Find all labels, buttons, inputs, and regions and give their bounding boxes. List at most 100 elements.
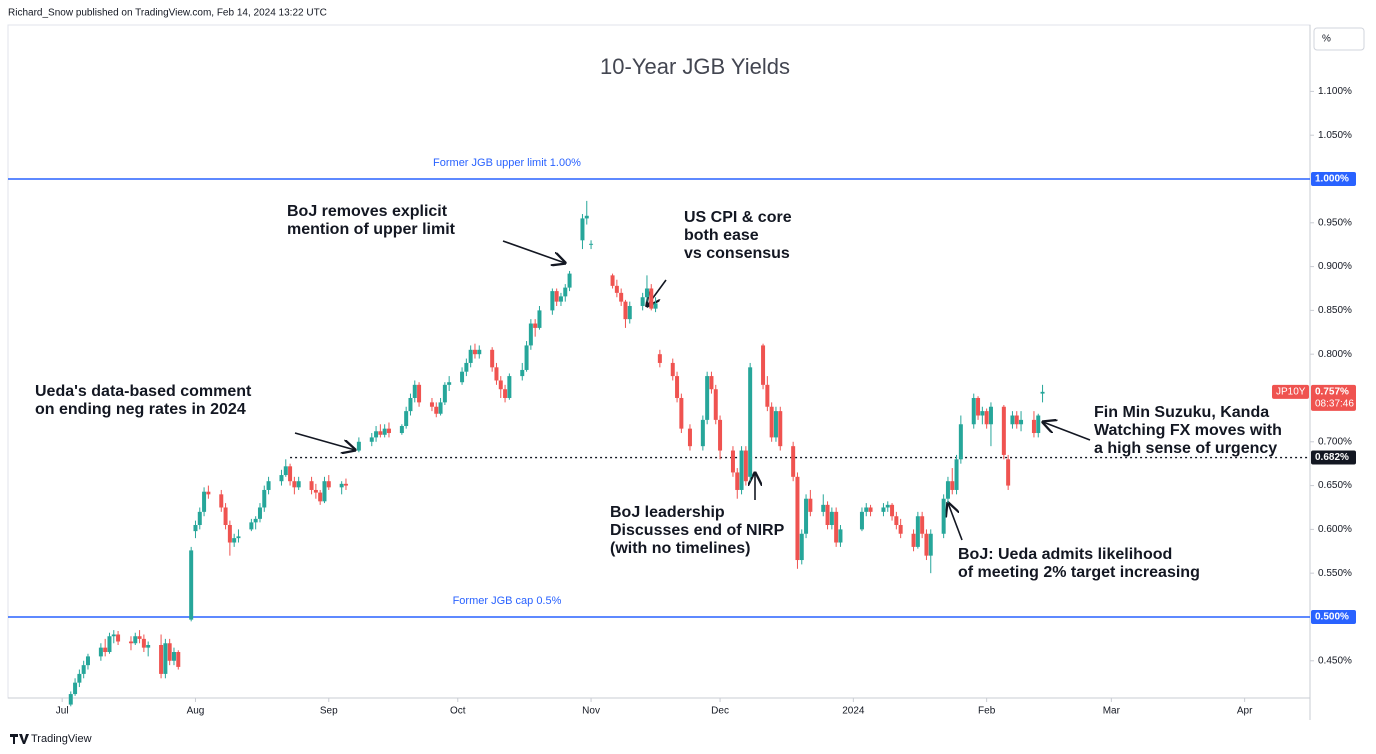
annotation: Discusses end of NIRP: [610, 522, 785, 539]
ref-price-label: 1.000%: [1315, 174, 1349, 185]
arrow: [948, 503, 963, 541]
candle-body: [412, 384, 417, 398]
candle-body: [928, 533, 933, 556]
candle-body: [808, 498, 813, 512]
candle-body: [911, 533, 916, 547]
annotation: mention of upper limit: [287, 221, 456, 238]
candle-body: [116, 634, 121, 642]
candle-body: [614, 285, 619, 293]
candle-body: [128, 641, 133, 644]
candle-body: [644, 288, 649, 298]
candle-body: [309, 481, 314, 490]
annotation: BoJ: Ueda admits likelihood: [958, 546, 1172, 563]
x-tick-label: Apr: [1237, 706, 1253, 717]
candle-body: [322, 481, 327, 502]
candle-body: [550, 291, 555, 311]
candle-body: [988, 406, 993, 425]
candle-body: [761, 345, 766, 385]
candle-body: [1006, 459, 1011, 486]
candle-body: [442, 384, 447, 403]
candle-body: [945, 481, 950, 499]
candle-body: [533, 323, 538, 328]
unit-box[interactable]: [1313, 27, 1365, 51]
candle-body: [232, 538, 237, 543]
annotation-arrows: [294, 240, 1091, 541]
x-tick-label: Aug: [187, 706, 205, 717]
candle-body: [399, 426, 404, 434]
candle-body: [507, 376, 512, 398]
candle-body: [438, 402, 443, 414]
candle-body: [236, 536, 241, 539]
candle-body: [477, 349, 482, 355]
candle-body: [980, 411, 985, 416]
candle-body: [159, 645, 164, 674]
candle-body: [984, 411, 989, 425]
candle-body: [563, 287, 568, 297]
candle-body: [77, 673, 82, 683]
candle-body: [339, 483, 344, 488]
candle-body: [748, 367, 753, 477]
x-tick-label: Nov: [582, 706, 600, 717]
candle-body: [382, 428, 387, 435]
annotation: Ueda's data-based comment: [35, 383, 252, 400]
candle-body: [743, 450, 748, 482]
candle-body: [640, 297, 645, 307]
candle-body: [558, 296, 563, 302]
candle-body: [197, 511, 202, 525]
candle-body: [739, 450, 744, 490]
candle-body: [73, 682, 78, 695]
annotation: of meeting 2% target increasing: [958, 564, 1200, 581]
annotation: on ending neg rates in 2024: [35, 401, 246, 418]
ref-line-text: Former JGB upper limit 1.00%: [433, 157, 581, 169]
candle-body: [107, 636, 112, 653]
x-tick-label: Dec: [711, 706, 729, 717]
candle-body: [68, 694, 73, 705]
candle-body: [623, 301, 628, 320]
candle-body: [460, 371, 465, 383]
ref-price-label-bg: [1311, 171, 1356, 186]
candle-body: [881, 507, 886, 512]
candle-body: [249, 522, 254, 530]
candle-body: [253, 518, 258, 523]
footer: TradingView: [31, 733, 92, 745]
candle-body: [730, 450, 735, 473]
countdown: 08:37:46: [1315, 398, 1354, 409]
candle-body: [825, 504, 830, 525]
candle-body: [292, 481, 297, 488]
candle-body: [838, 529, 843, 543]
candle-body: [498, 380, 503, 390]
y-tick-label: 0.650%: [1318, 480, 1352, 491]
candle-body: [567, 273, 572, 288]
candle-body: [890, 504, 895, 517]
candle-body: [1010, 415, 1015, 425]
candle-body: [386, 428, 391, 434]
chart-title: 10-Year JGB Yields: [600, 54, 790, 79]
candle-body: [778, 411, 783, 447]
candle-body: [657, 354, 662, 363]
candle-body: [137, 636, 142, 639]
candle-body: [795, 476, 800, 561]
candle-body: [898, 524, 903, 534]
x-tick-label: 2024: [842, 706, 865, 717]
arrow: [1043, 422, 1091, 441]
candle-body: [313, 489, 318, 493]
candle-body: [735, 472, 740, 490]
candle-body: [378, 431, 383, 435]
candle-body: [649, 288, 654, 309]
last-price-label: 0.757%: [1315, 386, 1349, 397]
candle-body: [829, 511, 834, 525]
candle-body: [920, 516, 925, 534]
candle-body: [206, 491, 211, 495]
candle-body: [950, 481, 955, 490]
symbol-tag: JP10Y: [1276, 386, 1306, 397]
candle-body: [958, 424, 963, 460]
annotation: BoJ removes explicit: [287, 203, 448, 220]
candle-body: [679, 397, 684, 429]
candle-body: [894, 516, 899, 525]
annotation: Watching FX moves with: [1094, 422, 1282, 439]
candle-body: [804, 498, 809, 534]
header: Richard_Snow published on TradingView.co…: [8, 8, 327, 19]
candle-body: [434, 406, 439, 414]
candle-body: [713, 389, 718, 420]
candle-body: [283, 466, 288, 476]
